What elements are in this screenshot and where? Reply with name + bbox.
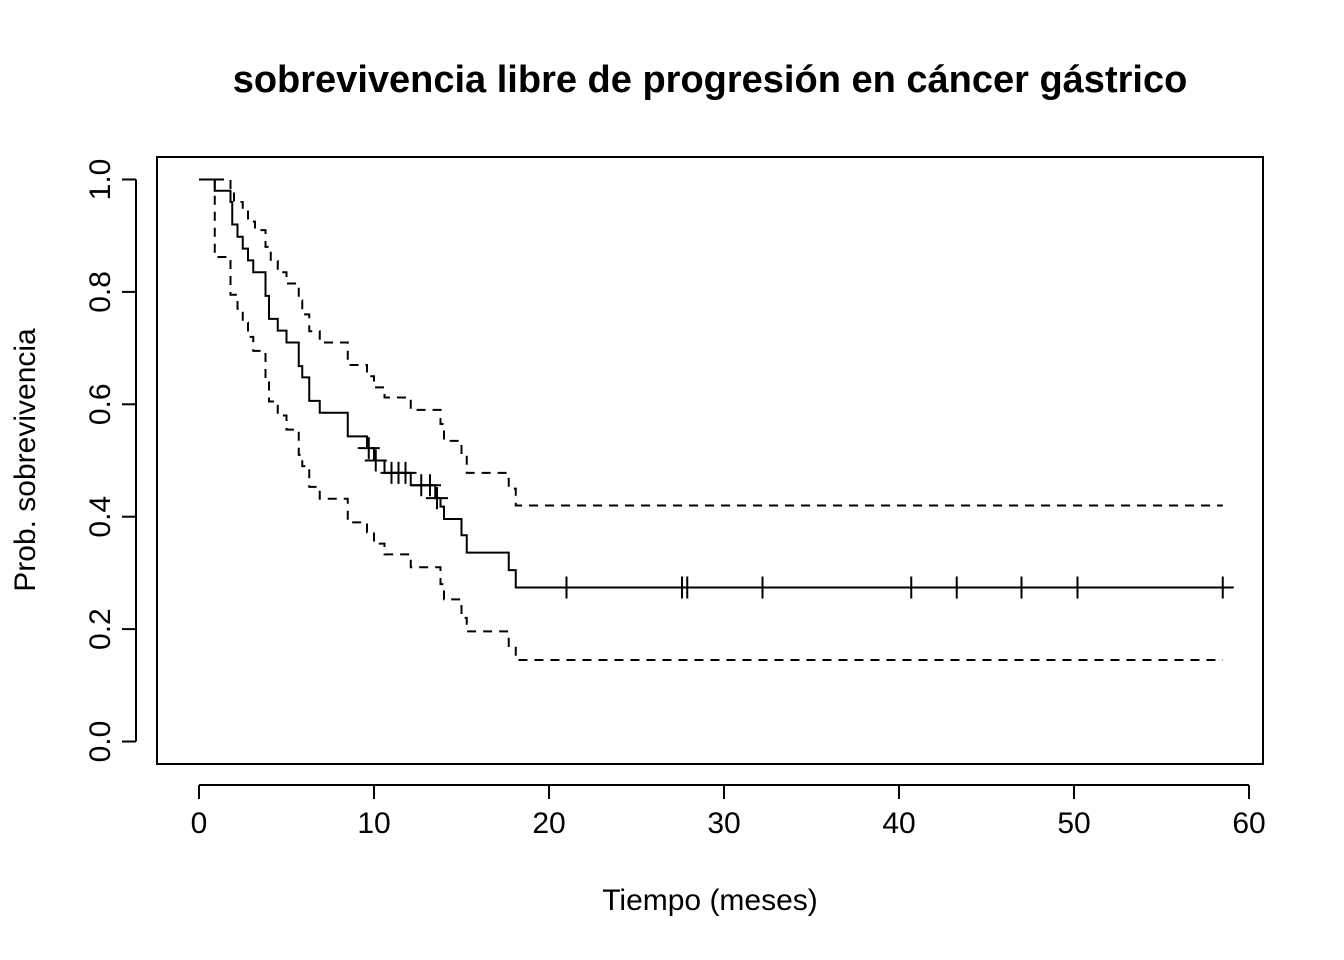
- x-axis: 0 10 20 30 40 50 60: [191, 784, 1266, 840]
- plot-frame: [156, 156, 1264, 765]
- censor-mark: [1010, 576, 1033, 599]
- chart-title: sobrevivencia libre de progresión en cán…: [233, 59, 1188, 101]
- series-layer: [199, 178, 1234, 662]
- censor-mark: [945, 576, 968, 599]
- censor-mark: [1066, 576, 1089, 599]
- x-tick-label: 50: [1057, 807, 1090, 840]
- censor-mark: [1211, 576, 1234, 599]
- y-tick-label: 0.2: [84, 608, 117, 650]
- x-axis-label: Tiempo (meses): [602, 884, 818, 917]
- confidence-band-line: [199, 178, 1223, 662]
- censor-mark: [676, 576, 699, 599]
- censor-mark: [426, 487, 448, 510]
- censor-mark: [900, 576, 923, 599]
- y-axis-label: Prob. sobrevivencia: [9, 328, 42, 592]
- y-tick-label: 1.0: [84, 159, 117, 201]
- x-tick-label: 20: [532, 807, 565, 840]
- censor-mark: [555, 576, 578, 599]
- x-tick-label: 40: [882, 807, 915, 840]
- censor-mark: [751, 576, 774, 599]
- y-tick-label: 0.0: [84, 721, 117, 763]
- y-tick-label: 0.4: [84, 496, 117, 538]
- x-tick-label: 30: [707, 807, 740, 840]
- x-tick-label: 60: [1232, 807, 1265, 840]
- x-tick-label: 0: [191, 807, 208, 840]
- y-axis: 0.0 0.2 0.4 0.6 0.8 1.0: [84, 159, 137, 763]
- censor-mark: [357, 437, 380, 460]
- censor-mark: [419, 474, 441, 497]
- y-tick-label: 0.8: [84, 271, 117, 313]
- censor-mark: [394, 461, 417, 484]
- x-tick-label: 10: [357, 807, 390, 840]
- y-tick-label: 0.6: [84, 383, 117, 425]
- confidence-band-line: [199, 178, 1223, 507]
- survival-curve: [199, 178, 1232, 589]
- censor-mark: [364, 449, 387, 472]
